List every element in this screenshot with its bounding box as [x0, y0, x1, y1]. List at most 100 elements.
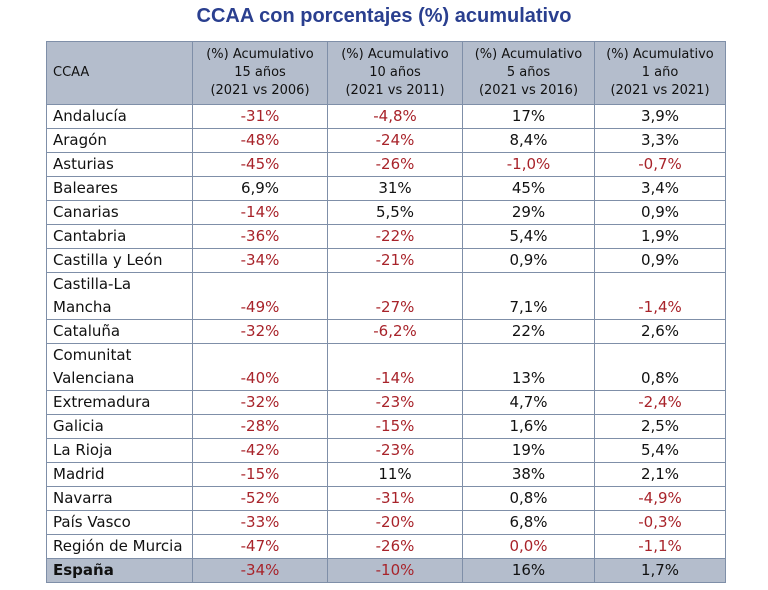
value-cell: 11% — [327, 462, 463, 487]
value-cell: 31% — [327, 176, 463, 201]
value-cell: -36% — [192, 224, 328, 249]
table-row: Canarias -14% 5,5% 29% 0,9% — [46, 200, 726, 225]
cell-line: 5 años — [506, 65, 551, 80]
region-name-cell: Región de Murcia — [46, 534, 193, 559]
value-cell: -52% — [192, 486, 328, 511]
region-name-cell: País Vasco — [46, 510, 193, 535]
table-row: Cataluña -32% -6,2% 22% 2,6% — [46, 319, 726, 344]
value-cell: -15% — [327, 414, 463, 439]
value-cell: 17% — [462, 104, 595, 129]
cell-line: Comunitat — [53, 346, 132, 364]
value-cell: 38% — [462, 462, 595, 487]
value-cell: -33% — [192, 510, 328, 535]
value-cell: 29% — [462, 200, 595, 225]
value-cell: -4,9% — [594, 486, 726, 511]
value-cell: -26% — [327, 152, 463, 177]
value-cell: -0,3% — [594, 510, 726, 535]
cell-line: Navarra — [53, 489, 113, 507]
value-cell: 45% — [462, 176, 595, 201]
value-cell: -14% — [192, 200, 328, 225]
value-cell: -42% — [192, 438, 328, 463]
value-cell: -32% — [192, 319, 328, 344]
cell-line: Región de Murcia — [53, 537, 183, 555]
value-cell: -6,2% — [327, 319, 463, 344]
value-cell: 5,4% — [594, 438, 726, 463]
table-row: Comunitat Valenciana -40% -14% 13% 0,8% — [46, 343, 726, 391]
value-cell: 5,5% — [327, 200, 463, 225]
value-cell: -1,1% — [594, 534, 726, 559]
value-cell: -0,7% — [594, 152, 726, 177]
cell-line: Cantabria — [53, 227, 127, 245]
value-cell: 0,8% — [462, 486, 595, 511]
total-row: España -34% -10% 16% 1,7% — [46, 558, 726, 583]
cell-line: Castilla y León — [53, 251, 163, 269]
table-row: Navarra -52% -31% 0,8% -4,9% — [46, 486, 726, 511]
table-row: Cantabria -36% -22% 5,4% 1,9% — [46, 224, 726, 249]
value-cell: -34% — [192, 248, 328, 273]
table-row: Galicia -28% -15% 1,6% 2,5% — [46, 414, 726, 439]
value-cell: 0,8% — [594, 343, 726, 391]
value-cell: -15% — [192, 462, 328, 487]
table-row: Región de Murcia -47% -26% 0,0% -1,1% — [46, 534, 726, 559]
value-cell: 1,6% — [462, 414, 595, 439]
cell-line: España — [53, 561, 114, 579]
cell-line: (2021 vs 2021) — [610, 83, 710, 98]
region-name-cell: Cataluña — [46, 319, 193, 344]
cell-line: (%) Acumulativo — [341, 47, 449, 62]
region-name-cell: Comunitat Valenciana — [46, 343, 193, 391]
value-cell: -49% — [192, 272, 328, 320]
cell-line: 15 años — [234, 65, 286, 80]
value-cell: -28% — [192, 414, 328, 439]
column-header-ccaa: CCAA — [46, 41, 193, 105]
value-cell: -10% — [327, 558, 463, 583]
cell-line: Extremadura — [53, 393, 151, 411]
table-row: Castilla y León -34% -21% 0,9% 0,9% — [46, 248, 726, 273]
value-cell: -45% — [192, 152, 328, 177]
cell-line: (%) Acumulativo — [474, 47, 583, 62]
value-cell: 3,4% — [594, 176, 726, 201]
region-name-cell: Galicia — [46, 414, 193, 439]
value-cell: 7,1% — [462, 272, 595, 320]
table-row: La Rioja -42% -23% 19% 5,4% — [46, 438, 726, 463]
value-cell: -48% — [192, 128, 328, 153]
cell-line: Galicia — [53, 417, 104, 435]
cell-line: Baleares — [53, 179, 118, 197]
table-title: CCAA con porcentajes (%) acumulativo — [196, 5, 572, 27]
value-cell: -40% — [192, 343, 328, 391]
region-name-cell: Asturias — [46, 152, 193, 177]
table-row: Castilla-La Mancha -49% -27% 7,1% -1,4% — [46, 272, 726, 320]
cell-line: Andalucía — [53, 107, 127, 125]
column-header-3: (%) Acumulativo 5 años (2021 vs 2016) — [462, 41, 595, 105]
value-cell: -27% — [327, 272, 463, 320]
value-cell: 2,6% — [594, 319, 726, 344]
value-cell: 2,1% — [594, 462, 726, 487]
region-name-cell: Castilla-La Mancha — [46, 272, 193, 320]
cell-line: Madrid — [53, 465, 105, 483]
region-name-cell: Canarias — [46, 200, 193, 225]
value-cell: -1,0% — [462, 152, 595, 177]
table-row: Baleares 6,9% 31% 45% 3,4% — [46, 176, 726, 201]
cell-line: CCAA — [53, 65, 90, 80]
value-cell: 6,8% — [462, 510, 595, 535]
value-cell: 16% — [462, 558, 595, 583]
table-body: Andalucía -31% -4,8% 17% 3,9% Aragón -48% -24% 8… — [46, 104, 726, 583]
value-cell: 13% — [462, 343, 595, 391]
cell-line: 1 año — [641, 65, 679, 80]
value-cell: -21% — [327, 248, 463, 273]
column-header-4: (%) Acumulativo 1 año (2021 vs 2021) — [594, 41, 726, 105]
column-header-1: (%) Acumulativo 15 años (2021 vs 2006) — [192, 41, 328, 105]
table-row: Andalucía -31% -4,8% 17% 3,9% — [46, 104, 726, 129]
value-cell: -1,4% — [594, 272, 726, 320]
ccaa-table: CCAA (%) Acumulativo 15 años (2021 vs 2006)… — [46, 41, 726, 583]
cell-line: (%) Acumulativo — [206, 47, 314, 62]
value-cell: -4,8% — [327, 104, 463, 129]
value-cell: 0,9% — [594, 200, 726, 225]
value-cell: 1,9% — [594, 224, 726, 249]
cell-line: Mancha — [53, 298, 112, 316]
cell-line: Cataluña — [53, 322, 121, 340]
cell-line: Valenciana — [53, 369, 135, 387]
value-cell: -31% — [192, 104, 328, 129]
cell-line: (2021 vs 2016) — [478, 83, 579, 98]
table-row: Extremadura -32% -23% 4,7% -2,4% — [46, 390, 726, 415]
value-cell: 3,3% — [594, 128, 726, 153]
